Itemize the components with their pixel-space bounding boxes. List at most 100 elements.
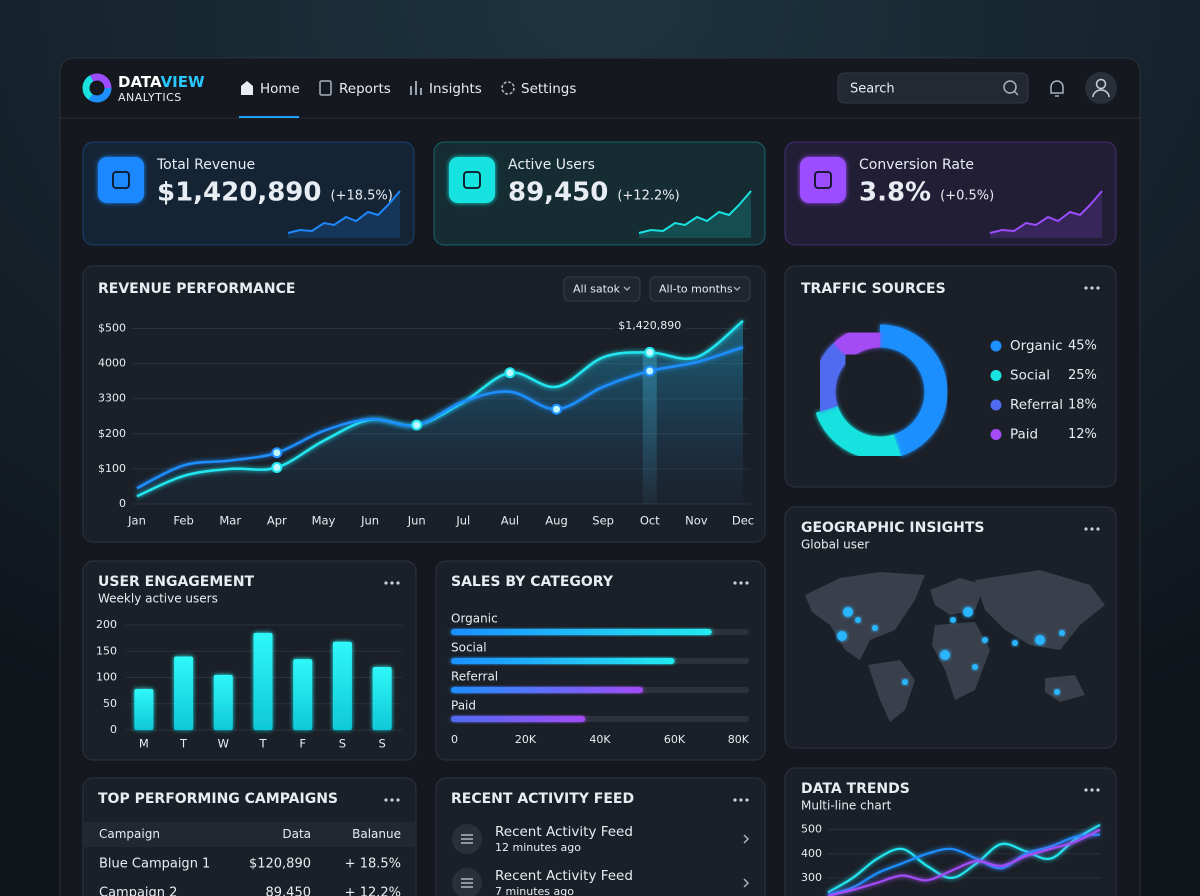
more-menu-dot[interactable] xyxy=(396,581,400,585)
data-point xyxy=(504,367,516,379)
more-menu-dot[interactable] xyxy=(1096,286,1100,290)
reports-icon[interactable] xyxy=(319,80,332,96)
location-dot xyxy=(902,679,908,685)
filter-label: All-to months xyxy=(659,283,733,296)
table-cell: + 18.5% xyxy=(345,857,401,872)
more-menu-dot[interactable] xyxy=(1090,527,1094,531)
data-point xyxy=(644,346,656,358)
x-tick-label: T xyxy=(258,737,267,751)
settings-icon[interactable] xyxy=(501,81,515,95)
table-cell: Campaign 2 xyxy=(99,886,177,896)
filter-label: All satok xyxy=(573,283,621,296)
x-tick-label: S xyxy=(378,737,385,751)
x-tick-label: Jan xyxy=(127,514,146,528)
more-menu-dot[interactable] xyxy=(1096,788,1100,792)
more-menu-dot[interactable] xyxy=(1084,286,1088,290)
filter-dropdown[interactable] xyxy=(649,276,751,302)
kpi-sparkline xyxy=(989,190,1103,234)
bar xyxy=(213,674,233,730)
x-tick-label: 20K xyxy=(515,733,537,746)
chevron[interactable] xyxy=(743,834,750,844)
panel-title: TOP PERFORMING CAMPAIGNS xyxy=(98,791,338,807)
table-cell: Blue Campaign 1 xyxy=(99,857,210,872)
chevron[interactable] xyxy=(743,878,750,888)
more-menu-dot[interactable] xyxy=(396,798,400,802)
more-menu-dot[interactable] xyxy=(733,798,737,802)
x-tick-label: Jun xyxy=(407,514,426,528)
nav-item[interactable]: Settings xyxy=(521,81,576,97)
active-tab-indicator xyxy=(239,116,299,118)
x-tick-label: Aul xyxy=(501,514,519,528)
x-tick-label: Oct xyxy=(640,514,660,528)
x-tick-label: Feb xyxy=(173,514,193,528)
search-box[interactable] xyxy=(837,72,1029,104)
more-menu-dot[interactable] xyxy=(1084,788,1088,792)
x-tick-label: May xyxy=(312,514,336,528)
panel-title: GEOGRAPHIC INSIGHTS xyxy=(801,520,984,536)
avatar-body xyxy=(1092,89,1110,98)
x-tick-label: F xyxy=(299,737,306,751)
continent xyxy=(930,578,985,615)
filter-dropdown[interactable] xyxy=(563,276,641,302)
continent xyxy=(975,570,1105,650)
donut-segment xyxy=(812,342,850,413)
x-tick-label: 0 xyxy=(451,733,458,746)
y-tick-label: 0 xyxy=(110,723,117,736)
table-header: Data xyxy=(282,827,311,841)
nav-item[interactable]: Reports xyxy=(339,81,391,97)
bar-label: Organic xyxy=(451,612,498,626)
activity-title: Recent Activity Feed xyxy=(495,868,633,884)
location-dot xyxy=(843,607,853,617)
table-cell: 89,450 xyxy=(266,886,312,896)
kpi-sparkline-area xyxy=(990,191,1102,238)
more-menu-dot[interactable] xyxy=(1096,527,1100,531)
kpi-change: (+0.5%) xyxy=(940,189,994,204)
nav-item[interactable]: Insights xyxy=(429,81,482,97)
more-menu-dot[interactable] xyxy=(390,581,394,585)
y-tick-label: 500 xyxy=(801,823,822,836)
search-icon[interactable] xyxy=(1003,80,1017,94)
activity-glyph xyxy=(461,878,473,888)
kpi-icon xyxy=(449,157,495,203)
donut-segment xyxy=(879,324,948,457)
x-tick-label: Aug xyxy=(545,514,567,528)
legend-label: Referral xyxy=(1010,397,1063,413)
line-series xyxy=(827,833,1101,896)
location-dot xyxy=(940,650,950,660)
more-menu-dot[interactable] xyxy=(1084,527,1088,531)
more-menu-dot[interactable] xyxy=(384,798,388,802)
more-menu-dot[interactable] xyxy=(1090,286,1094,290)
bar xyxy=(332,641,352,730)
more-menu-dot[interactable] xyxy=(384,581,388,585)
more-menu-dot[interactable] xyxy=(739,581,743,585)
bar xyxy=(253,632,273,730)
x-tick-label: 80K xyxy=(728,733,750,746)
panel-title: REVENUE PERFORMANCE xyxy=(98,281,295,297)
table-header-bg xyxy=(84,822,415,847)
more-menu-dot[interactable] xyxy=(745,798,749,802)
more-menu-dot[interactable] xyxy=(739,798,743,802)
more-menu-dot[interactable] xyxy=(1090,788,1094,792)
more-menu-dot[interactable] xyxy=(733,581,737,585)
home-icon[interactable] xyxy=(241,81,253,95)
insights-icon[interactable] xyxy=(410,81,422,95)
more-menu-dot[interactable] xyxy=(390,798,394,802)
continent xyxy=(805,572,925,660)
dropdown-chevron xyxy=(733,286,741,291)
notification-bell[interactable] xyxy=(1050,80,1064,97)
kpi-sparkline-area xyxy=(288,191,400,238)
data-point xyxy=(644,365,656,377)
data-point xyxy=(271,462,283,474)
legend-value: 45% xyxy=(1068,339,1097,354)
y-tick-label: 4000 xyxy=(98,357,126,370)
engagement-panel xyxy=(82,560,417,761)
line-series xyxy=(827,828,1101,896)
more-menu-dot[interactable] xyxy=(745,581,749,585)
bar xyxy=(134,689,154,730)
legend-swatch xyxy=(990,370,1002,381)
y-tick-label: 150 xyxy=(96,644,117,657)
bar xyxy=(451,629,712,635)
kpi-icon-glyph xyxy=(814,171,832,189)
nav-item[interactable]: Home xyxy=(260,81,300,97)
brand-subtitle: ANALYTICS xyxy=(118,91,182,104)
